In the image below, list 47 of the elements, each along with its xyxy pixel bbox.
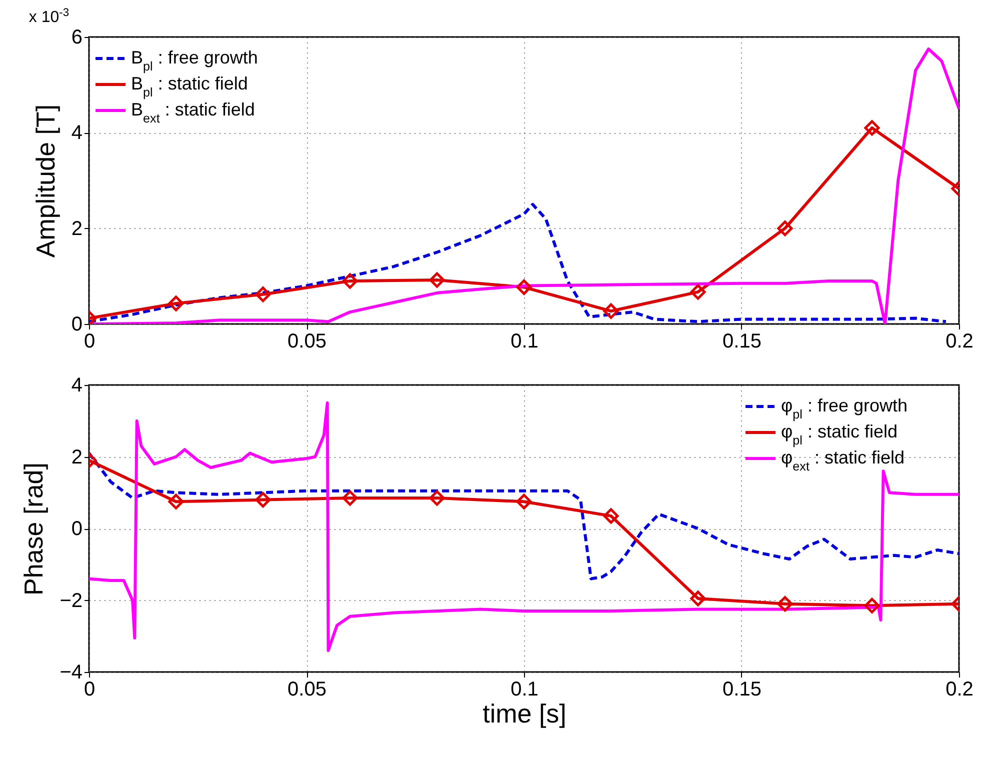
x-tick-label: 0.2 [946,330,974,352]
point [516,279,532,295]
point [168,296,184,312]
line-series [89,202,948,324]
y-tick-label: 6 [71,26,82,48]
point [255,286,271,302]
legend-label: φ$_{pl}$ : static field [781,422,898,448]
x-tick-label: 0.05 [288,678,326,700]
y-tick-label: −4 [60,662,82,684]
y-axis-title: Amplitude [T] [30,104,60,258]
point [255,492,271,508]
point [690,590,706,606]
legend-label: B$_{ext}$ : static field [131,100,255,126]
point [342,273,358,289]
point [603,508,619,524]
x-tick-label: 0.2 [946,678,974,700]
y-tick-label: −2 [60,590,82,612]
point [516,494,532,510]
point [777,220,793,236]
y-tick-label: 4 [71,122,82,144]
y-tick-label: 0 [71,314,82,336]
point [342,490,358,506]
legend-label: φ$_{pl}$ : free growth [781,396,908,422]
x-tick-label: 0.05 [288,330,326,352]
point [429,490,445,506]
point [864,598,880,614]
y-tick-label: 4 [71,374,82,396]
x-tick-label: 0.15 [722,330,762,352]
x-axis-title: time [s] [482,698,566,728]
point [864,120,880,136]
y-tick-label: 0 [71,518,82,540]
x-tick-label: 0.1 [510,678,538,700]
point [429,272,445,288]
point [690,284,706,300]
y-tick-label: 2 [71,218,82,240]
legend-label: B$_{pl}$ : free growth [131,48,258,74]
legend-label: B$_{pl}$ : static field [131,74,248,100]
y-tick-label: 2 [71,446,82,468]
y-axis-title: Phase [rad] [18,462,49,596]
point [777,596,793,612]
x-tick-label: 0.15 [722,678,762,700]
line-series [89,452,959,580]
legend-label: φ$_{ext}$ : static field [781,448,905,474]
point [603,303,619,319]
text: x 10$^{-3}$ [28,7,70,26]
point [168,494,184,510]
x-tick-label: 0.1 [510,330,538,352]
